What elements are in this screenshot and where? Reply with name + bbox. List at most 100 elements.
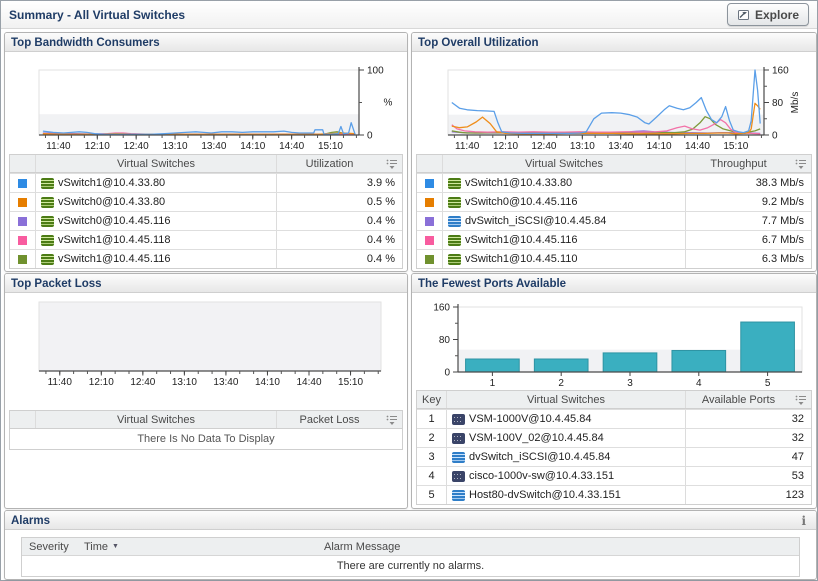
switch-name-link[interactable]: VSM-1000V@10.4.45.84 xyxy=(469,413,592,425)
table-row[interactable]: 3 dvSwitch_iSCSI@10.4.45.84 47 xyxy=(417,447,811,466)
svg-text:0: 0 xyxy=(367,131,373,142)
color-column-header xyxy=(10,411,36,428)
switch-name-cell: Host80-dvSwitch@10.4.33.151 xyxy=(447,486,686,504)
explore-button[interactable]: Explore xyxy=(726,3,809,26)
switch-name-cell: vSwitch1@10.4.45.110 xyxy=(443,250,686,268)
table-row[interactable]: dvSwitch_iSCSI@10.4.45.84 7.7 Mb/s xyxy=(417,211,811,230)
series-color-swatch xyxy=(425,216,434,226)
switch-name-link[interactable]: vSwitch0@10.4.45.116 xyxy=(465,196,578,208)
panel-title-packet-loss: Top Packet Loss xyxy=(5,274,407,293)
time-column-header[interactable]: Time ▼ xyxy=(84,540,119,553)
explore-icon xyxy=(737,10,749,20)
virtual-switches-column-header[interactable]: Virtual Switches xyxy=(447,391,686,408)
alarms-panel-header: Alarms i xyxy=(5,511,816,530)
svg-text:14:40: 14:40 xyxy=(296,377,321,388)
vswitch-icon xyxy=(41,196,54,208)
table-row[interactable]: vSwitch0@10.4.33.80 0.5 % xyxy=(10,192,402,211)
svg-text:13:10: 13:10 xyxy=(570,141,595,152)
svg-text:14:10: 14:10 xyxy=(255,377,280,388)
table-row[interactable]: 4 cisco-1000v-sw@10.4.33.151 53 xyxy=(417,466,811,485)
svg-text:13:40: 13:40 xyxy=(201,141,226,152)
table-row[interactable]: 2 VSM-100V_02@10.4.45.84 32 xyxy=(417,428,811,447)
table-row[interactable]: vSwitch1@10.4.33.80 3.9 % xyxy=(10,173,402,192)
svg-text:13:40: 13:40 xyxy=(608,141,633,152)
vswitch-icon xyxy=(448,177,461,189)
virtual-switches-column-header[interactable]: Virtual Switches xyxy=(443,155,686,172)
panel-title-utilization: Top Overall Utilization xyxy=(412,33,816,52)
row-value: 38.3 Mb/s xyxy=(755,177,804,189)
packet-loss-table: Virtual Switches Packet Loss There Is No… xyxy=(9,410,403,450)
severity-column-header[interactable]: Severity xyxy=(29,540,69,553)
column-menu-icon[interactable] xyxy=(791,391,811,408)
table-row[interactable]: 5 Host80-dvSwitch@10.4.33.151 123 xyxy=(417,485,811,504)
panel-fewest-ports-available: The Fewest Ports Available 1 2 3 4 5 0 80 160 K… xyxy=(411,273,817,509)
switch-name-link[interactable]: vSwitch1@10.4.45.116 xyxy=(465,234,578,246)
switch-name-link[interactable]: vSwitch0@10.4.45.116 xyxy=(58,215,171,227)
virtual-switches-column-header[interactable]: Virtual Switches xyxy=(36,155,277,172)
series-color-cell xyxy=(10,231,36,249)
table-row[interactable]: vSwitch0@10.4.45.116 9.2 Mb/s xyxy=(417,192,811,211)
alarm-message-column-header[interactable]: Alarm Message xyxy=(324,540,401,553)
available-ports-column-header[interactable]: Available Ports xyxy=(701,393,776,406)
key-column-header[interactable]: Key xyxy=(417,391,447,408)
panel-top-overall-utilization: Top Overall Utilization 11:40 12:10 12:40 1… xyxy=(411,32,817,272)
row-value: 6.7 Mb/s xyxy=(761,234,804,246)
switch-name-link[interactable]: vSwitch0@10.4.33.80 xyxy=(58,196,166,208)
utilization-line-chart[interactable]: 11:40 12:10 12:40 13:10 13:40 14:10 14:40 15:10… xyxy=(414,53,812,153)
vswitch-icon xyxy=(448,253,461,265)
series-color-cell xyxy=(417,212,443,230)
series-color-cell xyxy=(10,174,36,192)
switch-name-link[interactable]: vSwitch1@10.4.33.80 xyxy=(58,177,166,189)
series-color-swatch xyxy=(425,235,434,245)
row-value: 7.7 Mb/s xyxy=(761,215,804,227)
column-menu-icon[interactable] xyxy=(791,155,811,172)
svg-text:12:40: 12:40 xyxy=(130,377,155,388)
switch-name-cell: vSwitch0@10.4.45.116 xyxy=(36,212,277,230)
table-row[interactable]: vSwitch1@10.4.45.116 0.4 % xyxy=(10,249,402,268)
switch-name-link[interactable]: cisco-1000v-sw@10.4.33.151 xyxy=(469,470,615,482)
vswitch-icon xyxy=(41,215,54,227)
packet-loss-line-chart[interactable]: 11:40 12:10 12:40 13:10 13:40 14:10 14:40 15:10 xyxy=(7,294,403,406)
svg-text:3: 3 xyxy=(627,378,633,389)
table-row[interactable]: vSwitch1@10.4.45.110 6.3 Mb/s xyxy=(417,249,811,268)
throughput-column-header[interactable]: Throughput xyxy=(710,157,767,170)
switch-name-cell: vSwitch0@10.4.33.80 xyxy=(36,193,277,211)
svg-text:12:40: 12:40 xyxy=(124,141,149,152)
column-menu-icon[interactable] xyxy=(382,155,402,172)
switch-name-link[interactable]: vSwitch1@10.4.45.116 xyxy=(58,253,171,265)
table-row[interactable]: vSwitch1@10.4.33.80 38.3 Mb/s xyxy=(417,173,811,192)
svg-text:11:40: 11:40 xyxy=(48,377,73,388)
utilization-column-header[interactable]: Utilization xyxy=(305,157,354,170)
switch-name-cell: dvSwitch_iSCSI@10.4.45.84 xyxy=(443,212,686,230)
switch-name-link[interactable]: vSwitch1@10.4.45.110 xyxy=(465,253,578,265)
svg-text:13:10: 13:10 xyxy=(163,141,188,152)
table-row[interactable]: vSwitch1@10.4.45.118 0.4 % xyxy=(10,230,402,249)
cisco-icon xyxy=(452,432,465,444)
series-color-swatch xyxy=(18,235,27,245)
svg-text:15:10: 15:10 xyxy=(318,141,343,152)
switch-name-link[interactable]: VSM-100V_02@10.4.45.84 xyxy=(469,432,604,444)
svg-text:4: 4 xyxy=(696,378,702,389)
row-key: 3 xyxy=(417,448,447,466)
virtual-switches-column-header[interactable]: Virtual Switches xyxy=(36,411,277,428)
utilization-table-header: Virtual Switches Throughput xyxy=(417,155,811,173)
switch-name-link[interactable]: dvSwitch_iSCSI@10.4.45.84 xyxy=(465,215,607,227)
bandwidth-line-chart[interactable]: 11:40 12:10 12:40 13:10 13:40 14:10 14:40 15:10… xyxy=(7,53,403,153)
no-data-message: There Is No Data To Display xyxy=(137,433,275,445)
switch-name-cell: vSwitch1@10.4.45.116 xyxy=(443,231,686,249)
switch-name-link[interactable]: vSwitch1@10.4.45.118 xyxy=(58,234,171,246)
table-row[interactable]: 1 VSM-1000V@10.4.45.84 32 xyxy=(417,409,811,428)
switch-name-link[interactable]: vSwitch1@10.4.33.80 xyxy=(465,177,573,189)
title-bar: Summary - All Virtual Switches Explore xyxy=(1,1,817,29)
svg-text:14:40: 14:40 xyxy=(685,141,710,152)
column-menu-icon[interactable] xyxy=(382,411,402,428)
row-key: 4 xyxy=(417,467,447,485)
info-icon[interactable]: i xyxy=(801,514,806,528)
table-row[interactable]: vSwitch1@10.4.45.116 6.7 Mb/s xyxy=(417,230,811,249)
switch-name-link[interactable]: Host80-dvSwitch@10.4.33.151 xyxy=(469,489,621,501)
switch-name-link[interactable]: dvSwitch_iSCSI@10.4.45.84 xyxy=(469,451,611,463)
row-value: 0.4 % xyxy=(366,234,395,246)
available-ports-bar-chart[interactable]: 1 2 3 4 5 0 80 160 xyxy=(414,294,812,390)
packet-loss-column-header[interactable]: Packet Loss xyxy=(299,413,360,426)
table-row[interactable]: vSwitch0@10.4.45.116 0.4 % xyxy=(10,211,402,230)
